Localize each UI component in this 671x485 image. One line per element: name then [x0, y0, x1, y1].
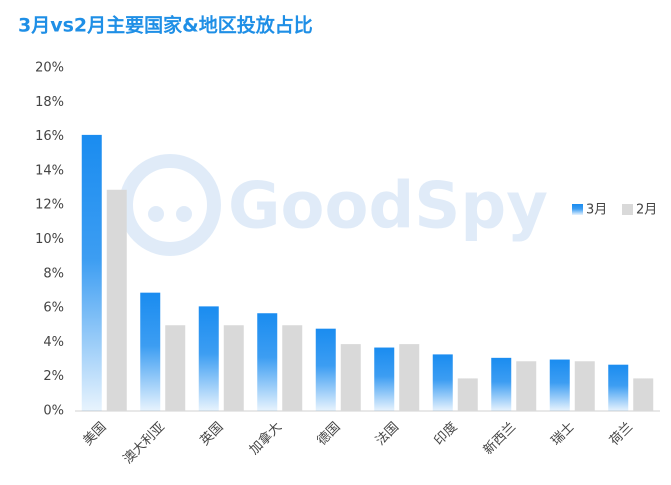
watermark-logo — [119, 154, 221, 256]
bar — [399, 344, 420, 411]
bar — [549, 359, 570, 411]
y-tick-label: 20% — [35, 61, 64, 76]
bar — [491, 357, 512, 411]
bar — [81, 134, 102, 411]
y-tick-label: 16% — [35, 129, 64, 144]
bar — [432, 354, 453, 411]
x-tick-label: 美国 — [81, 420, 110, 449]
y-tick-label: 10% — [35, 232, 64, 247]
y-tick-label: 8% — [43, 266, 64, 281]
bar — [282, 325, 303, 411]
x-tick-label: 瑞士 — [549, 420, 578, 449]
bar — [457, 378, 478, 411]
bar — [106, 189, 127, 411]
bar — [140, 292, 161, 411]
y-tick-label: 12% — [35, 198, 64, 213]
x-tick-label: 英国 — [198, 420, 227, 449]
y-tick-label: 14% — [35, 163, 64, 178]
x-tick-label: 澳大利亚 — [120, 419, 168, 467]
x-tick-label: 荷兰 — [607, 420, 636, 449]
y-tick-label: 6% — [43, 301, 64, 316]
chart-title: 3月vs2月主要国家&地区投放占比 — [18, 14, 313, 37]
x-tick-label: 法国 — [373, 420, 402, 449]
watermark: GoodSpy — [228, 170, 548, 244]
y-tick-label: 2% — [43, 369, 64, 384]
bar — [516, 361, 537, 411]
bar — [315, 328, 336, 411]
x-tick-label: 德国 — [315, 420, 344, 449]
bar — [257, 313, 278, 411]
legend-label: 3月 — [586, 203, 607, 218]
bar — [198, 306, 219, 411]
bar — [223, 325, 244, 411]
y-tick-label: 4% — [43, 335, 64, 350]
bar — [633, 378, 654, 411]
y-tick-label: 0% — [43, 404, 64, 419]
legend-swatch — [622, 204, 633, 215]
bar — [340, 344, 361, 411]
bar — [165, 325, 186, 411]
bar — [574, 361, 595, 411]
x-tick-label: 印度 — [431, 419, 461, 449]
y-tick-label: 18% — [35, 95, 64, 110]
legend-swatch — [572, 204, 583, 215]
x-tick-label: 新西兰 — [480, 419, 519, 458]
legend-label: 2月 — [636, 203, 657, 218]
bar — [608, 364, 629, 411]
x-tick-label: 加拿大 — [246, 419, 285, 458]
bar — [374, 347, 395, 411]
